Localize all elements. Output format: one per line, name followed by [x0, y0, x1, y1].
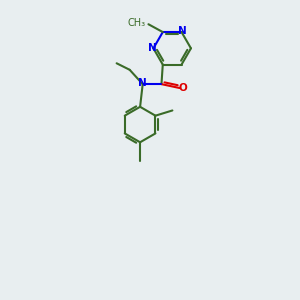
Text: N: N [137, 78, 146, 88]
Text: CH₃: CH₃ [127, 18, 145, 28]
Text: N: N [148, 43, 157, 53]
Text: N: N [178, 26, 187, 36]
Text: O: O [178, 83, 187, 93]
